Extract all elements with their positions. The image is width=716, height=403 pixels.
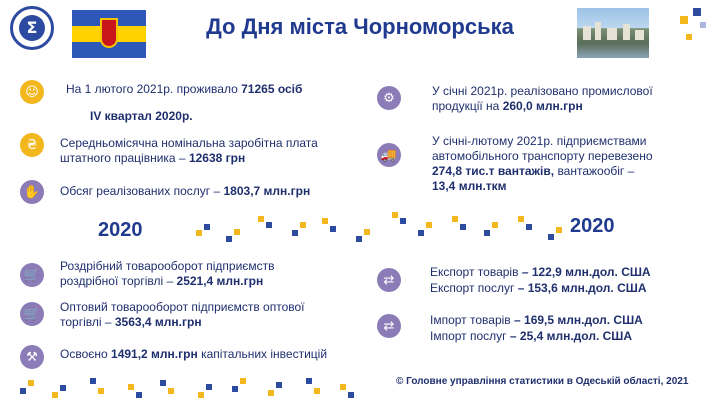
- transport-text: У січні-лютому 2021р. підприємствами авт…: [432, 134, 653, 193]
- retail-text: Роздрібний товарооборот підприємств розд…: [60, 259, 275, 288]
- investment-text: Освоєно 1491,2 млн.грн капітальних інвес…: [60, 347, 328, 361]
- population-icon: ☺: [20, 80, 44, 104]
- export-goods-text: Експорт товарів – 122,9 млн.дол. США: [430, 265, 651, 279]
- page-title: До Дня міста Чорноморська: [206, 14, 514, 39]
- services-text: Обсяг реалізованих послуг – 1803,7 млн.г…: [60, 184, 311, 198]
- import-icon: ⇄: [377, 314, 401, 338]
- salary-icon: ₴: [20, 133, 44, 157]
- salary-text: Середньомісячна номінальна заробітна пла…: [60, 136, 318, 165]
- wholesale-text: Оптовий товарооборот підприємств оптової…: [60, 300, 305, 329]
- right-year: 2020: [570, 215, 615, 237]
- footer-copyright: © Головне управління статистики в Одеськ…: [396, 376, 689, 387]
- population-text: На 1 лютого 2021р. проживало 71265 осіб: [66, 82, 303, 96]
- import-goods-text: Імпорт товарів – 169,5 млн.дол. США: [430, 313, 643, 327]
- industry-text: У січні 2021р. реалізовано промислової п…: [432, 84, 653, 113]
- wholesale-cart-icon: 🛒: [20, 302, 44, 326]
- transport-icon: 🚚: [377, 143, 401, 167]
- statistics-logo-icon: Σ: [10, 6, 54, 50]
- import-services-text: Імпорт послуг – 25,4 млн.дол. США: [430, 329, 632, 343]
- investment-icon: ⚒: [20, 345, 44, 369]
- industry-icon: ⚙: [377, 86, 401, 110]
- coat-of-arms-icon: [100, 18, 118, 48]
- quarter-heading: IV квартал 2020р.: [90, 109, 193, 123]
- left-year: 2020: [98, 219, 143, 241]
- export-services-text: Експорт послуг – 153,6 млн.дол. США: [430, 281, 647, 295]
- city-photo: [577, 8, 649, 58]
- export-icon: ⇄: [377, 268, 401, 292]
- city-flag: [72, 10, 146, 58]
- retail-cart-icon: 🛒: [20, 263, 44, 287]
- services-icon: ✋: [20, 180, 44, 204]
